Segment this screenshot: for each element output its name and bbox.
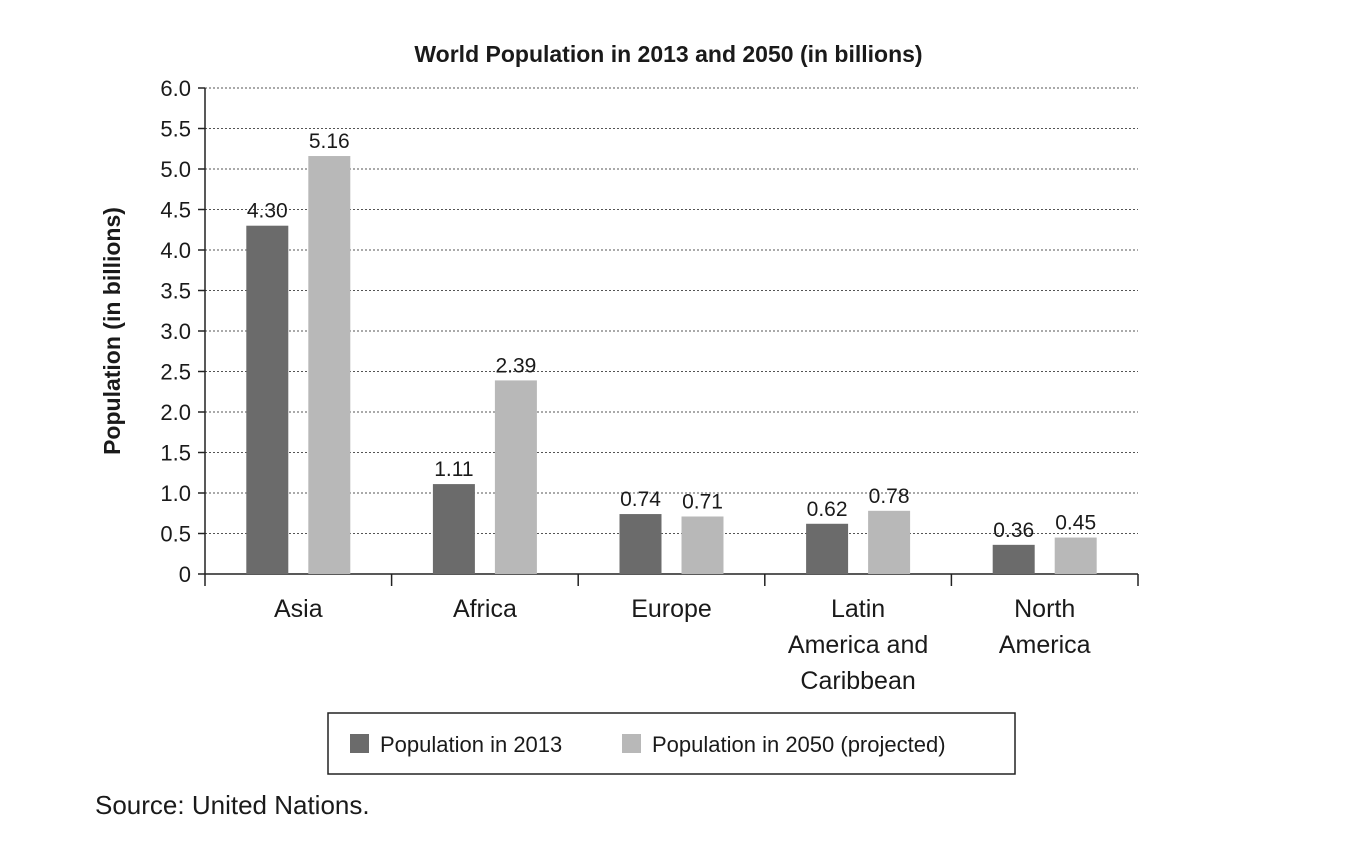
bar-2050	[494, 380, 537, 574]
y-tick-label: 6.0	[160, 76, 191, 101]
bar-2050	[868, 510, 911, 574]
data-label: 1.11	[434, 458, 473, 481]
y-tick-label: 1.0	[160, 481, 191, 506]
source-note: Source: United Nations.	[95, 790, 370, 820]
data-label: 5.16	[309, 130, 350, 153]
x-tick-label: Africa	[453, 595, 517, 623]
data-label: 0.78	[869, 485, 910, 508]
data-label: 0.45	[1055, 512, 1096, 535]
bar-2050	[308, 156, 351, 575]
legend-swatch-2013	[350, 734, 369, 753]
chart-title: World Population in 2013 and 2050 (in bi…	[414, 41, 922, 67]
y-tick-label: 2.5	[160, 360, 191, 385]
y-tick-label: 2.0	[160, 400, 191, 425]
bar-2013	[992, 544, 1035, 574]
bar-2050	[681, 516, 724, 574]
bar-2050	[1054, 537, 1097, 574]
y-tick-label: 1.5	[160, 441, 191, 466]
bar-2013	[806, 523, 849, 574]
y-tick-label: 0	[179, 562, 191, 587]
legend-label-2013: Population in 2013	[380, 732, 562, 757]
y-axis-label: Population (in billions)	[99, 207, 125, 455]
legend	[327, 712, 1016, 775]
bar-2013	[432, 484, 475, 574]
data-label: 0.36	[993, 519, 1034, 542]
data-label: 0.62	[807, 498, 848, 521]
x-tick-label: Asia	[274, 595, 323, 623]
x-tick-label: Europe	[631, 595, 712, 623]
data-label: 0.71	[682, 490, 723, 513]
y-tick-label: 5.5	[160, 117, 191, 142]
bar-2013	[619, 514, 662, 574]
legend-swatch-2050	[622, 734, 641, 753]
y-tick-label: 0.5	[160, 522, 191, 547]
x-tick-label: Caribbean	[800, 667, 915, 695]
y-tick-label: 4.5	[160, 198, 191, 223]
data-label: 2.39	[495, 354, 536, 377]
y-tick-label: 3.0	[160, 319, 191, 344]
x-tick-label: North	[1014, 595, 1075, 623]
x-tick-label: America	[999, 631, 1091, 659]
data-label: 0.74	[620, 488, 661, 511]
x-tick-label: America and	[788, 631, 928, 659]
data-label: 4.30	[247, 200, 288, 223]
y-tick-label: 3.5	[160, 279, 191, 304]
bar-2013	[246, 225, 289, 574]
legend-label-2050: Population in 2050 (projected)	[652, 732, 946, 757]
x-tick-label: Latin	[831, 595, 885, 623]
y-tick-label: 4.0	[160, 238, 191, 263]
y-tick-label: 5.0	[160, 157, 191, 182]
